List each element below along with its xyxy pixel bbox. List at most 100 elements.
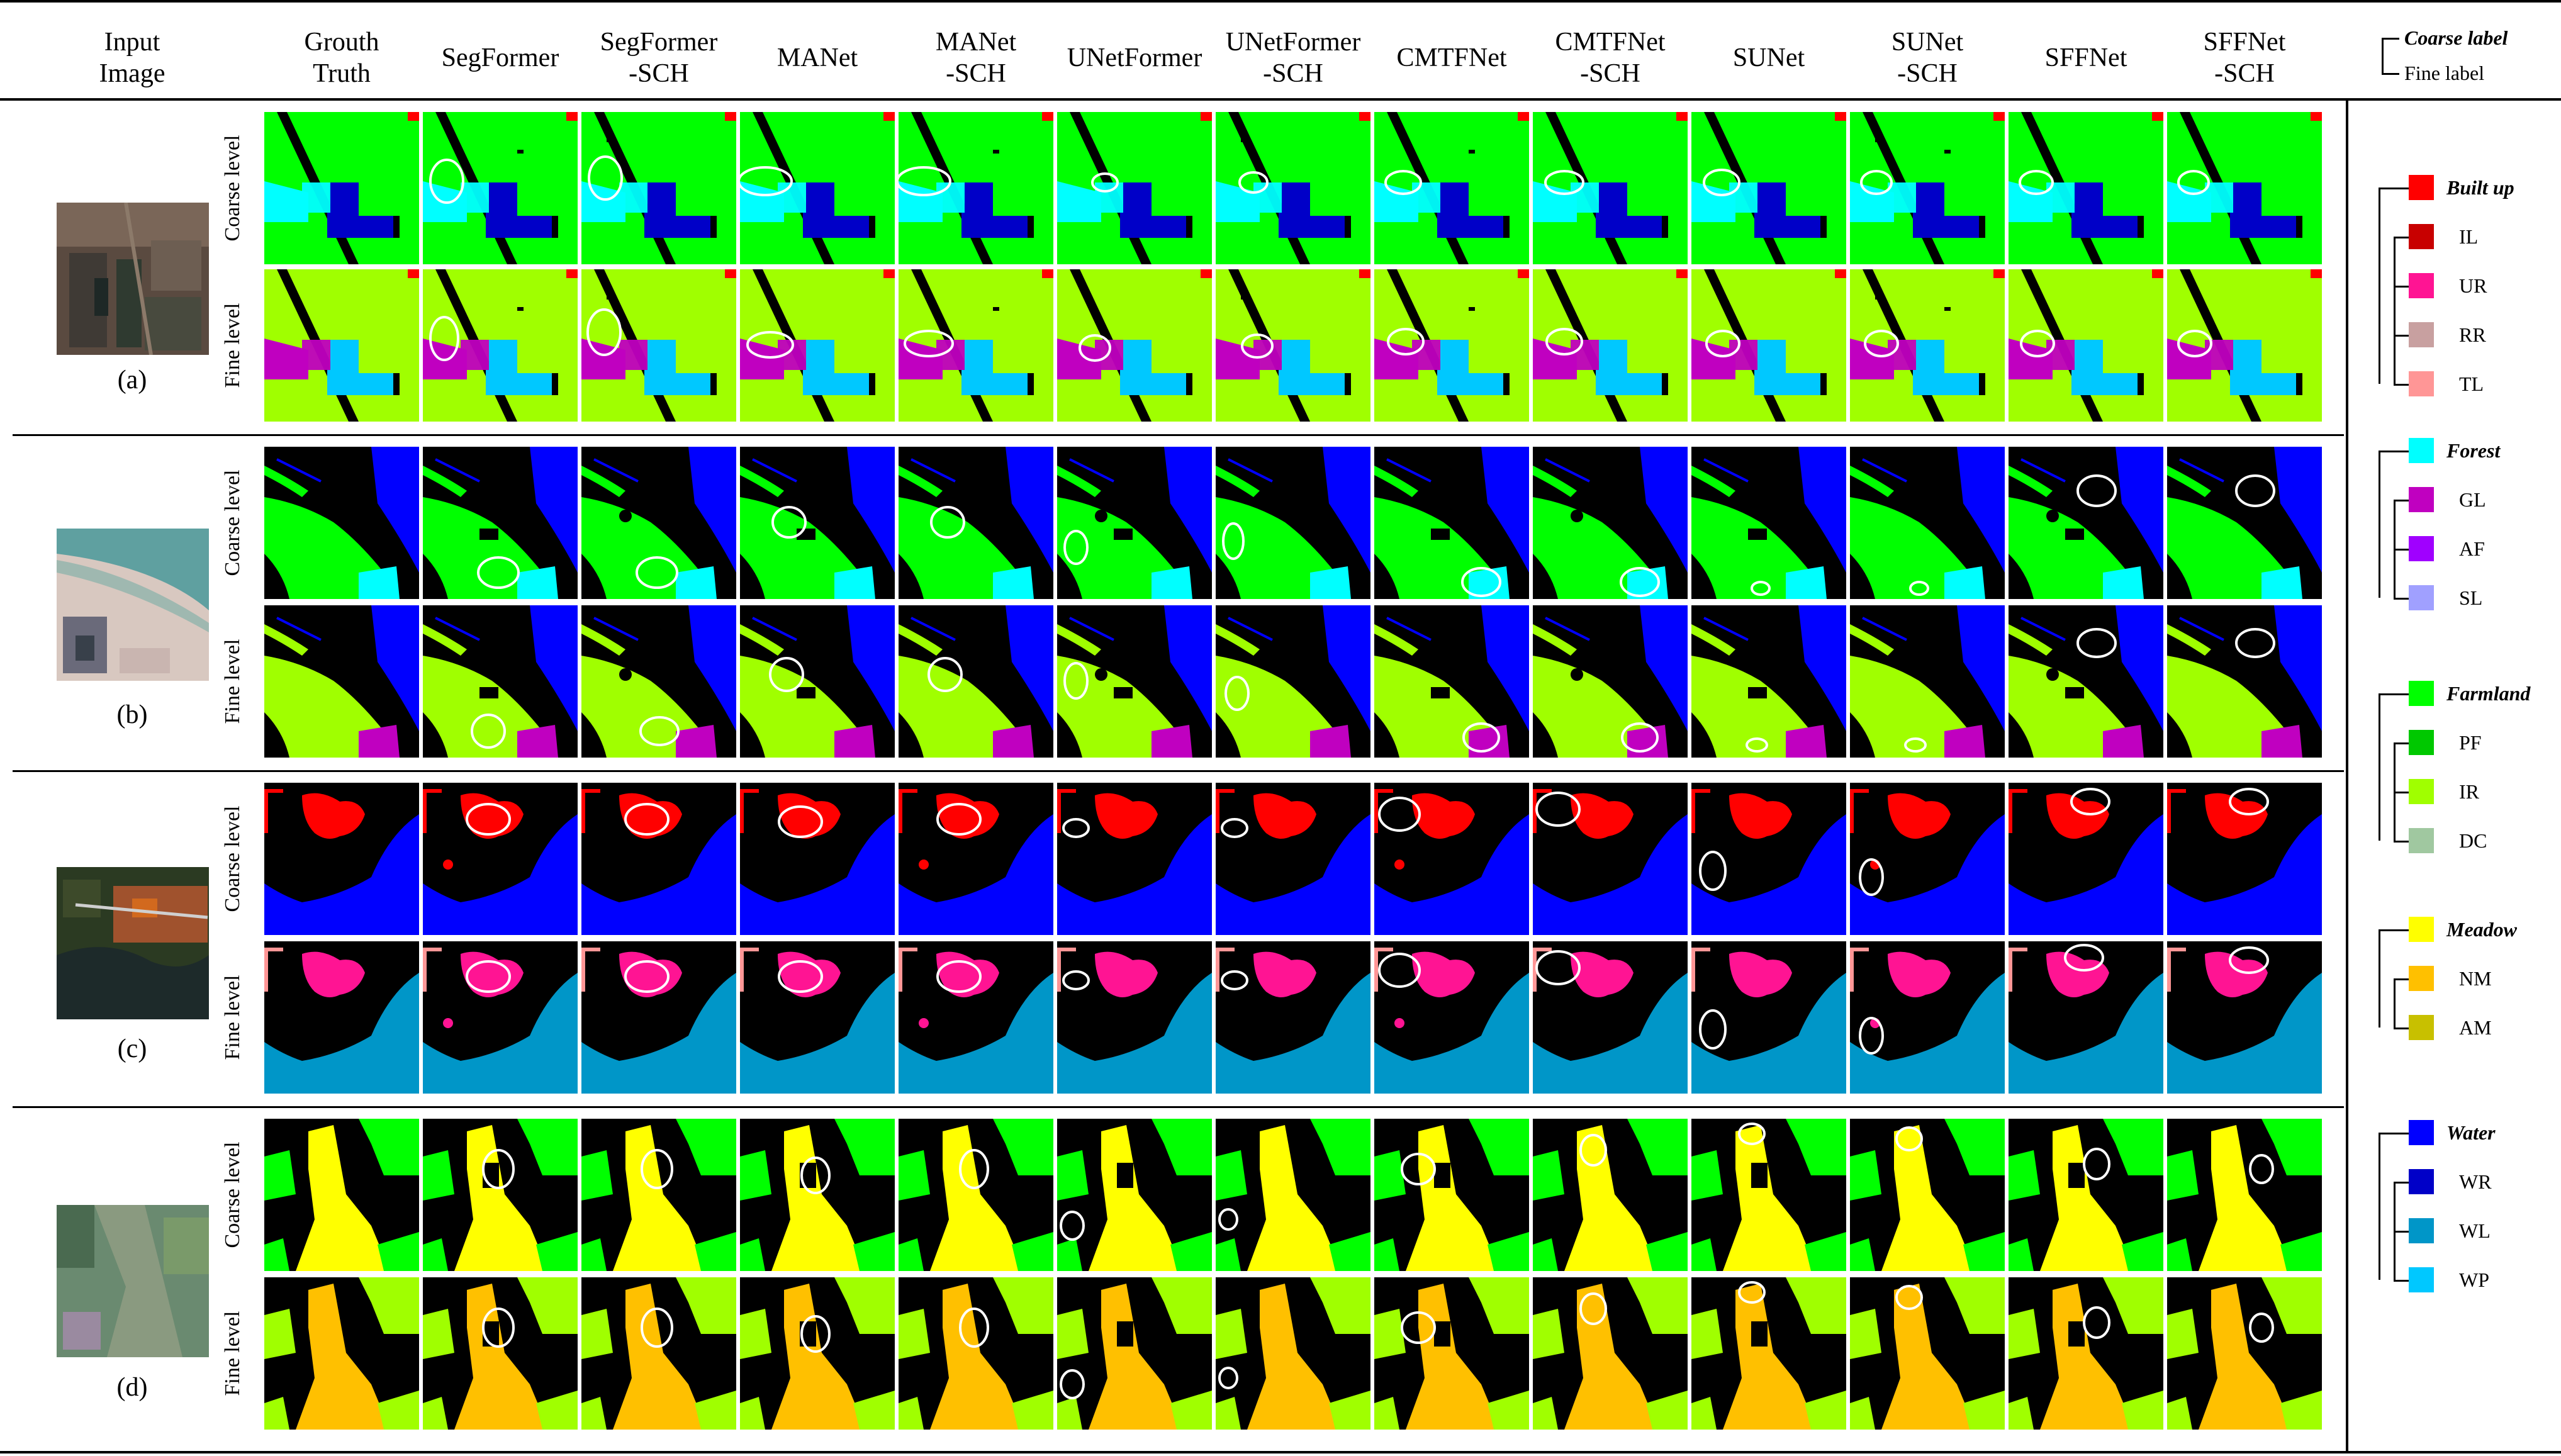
legend-tree-line	[2394, 500, 2409, 501]
legend-key-fine: Fine label	[2404, 62, 2485, 84]
method-header: SFFNet -SCH	[2166, 26, 2323, 89]
segmentation-map	[1533, 1119, 1688, 1271]
highlight-ellipse	[1218, 1367, 1238, 1389]
highlight-ellipse	[2249, 1154, 2274, 1184]
segmentation-map	[740, 269, 895, 422]
segmentation-map	[423, 605, 578, 758]
highlight-ellipse	[936, 803, 982, 836]
highlight-ellipse	[2249, 1313, 2274, 1343]
segmentation-map	[423, 447, 578, 599]
segmentation-map	[264, 1277, 419, 1430]
highlight-ellipse	[1751, 581, 1771, 596]
input-image-d	[57, 1205, 209, 1357]
header-line: SegFormer	[600, 28, 718, 57]
segmentation-map	[1374, 269, 1529, 422]
segmentation-map	[423, 941, 578, 1094]
segmentation-map	[264, 1119, 419, 1271]
highlight-ellipse	[2070, 788, 2110, 815]
legend-key-coarse: Coarse label	[2404, 26, 2508, 49]
segmentation-map	[2009, 1119, 2163, 1271]
segmentation-map	[1057, 1119, 1212, 1271]
highlight-ellipse	[1222, 522, 1245, 560]
highlight-ellipse	[1378, 953, 1421, 988]
legend-tree-line	[2379, 1133, 2380, 1280]
highlight-ellipse	[2064, 944, 2104, 972]
header-line: -SCH	[1263, 59, 1323, 88]
level-label-fine: Fine level	[221, 1311, 244, 1396]
segmentation-map	[1057, 605, 1212, 758]
segmentation-map	[2167, 1277, 2322, 1430]
segmentation-map	[264, 112, 419, 264]
highlight-ellipse	[586, 308, 622, 356]
highlight-ellipse	[769, 657, 804, 692]
highlight-ellipse	[1909, 581, 1929, 596]
segmentation-map	[1216, 112, 1370, 264]
highlight-ellipse	[1224, 676, 1250, 711]
segmentation-map	[1216, 783, 1370, 935]
method-header: SFFNet	[2007, 42, 2165, 74]
legend-fine-label: PF	[2459, 731, 2482, 754]
segmentation-map	[899, 447, 1053, 599]
segmentation-map	[740, 112, 895, 264]
legend-fine-label: WL	[2459, 1219, 2491, 1242]
method-header: CMTFNet	[1373, 42, 1530, 74]
segmentation-map	[1057, 112, 1212, 264]
legend-tree-line	[2379, 1133, 2409, 1134]
highlight-ellipse	[1062, 970, 1090, 990]
level-label-coarse: Coarse level	[221, 805, 244, 912]
highlight-ellipse	[641, 1149, 673, 1189]
highlight-ellipse	[466, 960, 511, 993]
highlight-ellipse	[904, 330, 954, 357]
legend-swatch-coarse	[2409, 1120, 2434, 1145]
segmentation-map	[1216, 605, 1370, 758]
highlight-ellipse	[1221, 818, 1248, 838]
legend-swatch-coarse	[2409, 438, 2434, 463]
highlight-ellipse	[1579, 1134, 1607, 1167]
legend-key-tree-line	[2382, 73, 2399, 75]
level-label-coarse: Coarse level	[221, 469, 244, 576]
segmentation-map	[2167, 783, 2322, 935]
segmentation-map	[740, 447, 895, 599]
segmentation-map	[1374, 447, 1529, 599]
segmentation-map	[1533, 112, 1688, 264]
segmentation-map	[899, 941, 1053, 1094]
segmentation-map	[1533, 269, 1688, 422]
highlight-ellipse	[2177, 170, 2210, 195]
segmentation-map	[423, 1277, 578, 1430]
segmentation-map	[2009, 1277, 2163, 1430]
segmentation-map	[423, 783, 578, 935]
legend-swatch-coarse	[2409, 175, 2434, 200]
legend-swatch-fine	[2409, 966, 2434, 991]
highlight-ellipse	[2229, 788, 2269, 815]
highlight-ellipse	[899, 166, 951, 196]
legend-tree-line	[2394, 742, 2409, 744]
highlight-ellipse	[1859, 858, 1884, 896]
highlight-ellipse	[2083, 1306, 2110, 1339]
legend-fine-label: WP	[2459, 1268, 2489, 1291]
legend-tree-line	[2394, 237, 2409, 238]
method-header: CMTFNet -SCH	[1532, 26, 1689, 89]
highlight-ellipse	[1387, 328, 1425, 356]
header-line: MANet	[935, 28, 1017, 57]
highlight-ellipse	[1462, 722, 1500, 753]
legend-swatch-fine	[2409, 1218, 2434, 1243]
header-line: CMTFNet	[1555, 28, 1666, 57]
segmentation-map	[1691, 605, 1846, 758]
highlight-ellipse	[936, 960, 982, 993]
highlight-ellipse	[1060, 1369, 1085, 1399]
legend-fine-label: IR	[2459, 780, 2479, 803]
highlight-ellipse	[429, 159, 464, 204]
segmentation-map	[423, 112, 578, 264]
case-label: (a)	[117, 366, 147, 395]
highlight-ellipse	[624, 803, 670, 836]
case-label: (c)	[117, 1034, 147, 1063]
segmentation-map	[1057, 447, 1212, 599]
highlight-ellipse	[2076, 474, 2117, 507]
highlight-ellipse	[1864, 330, 1899, 357]
highlight-ellipse	[1904, 737, 1927, 753]
highlight-ellipse	[2235, 474, 2275, 507]
segmentation-map	[2009, 941, 2163, 1094]
segmentation-map	[899, 605, 1053, 758]
segmentation-map	[1850, 605, 2005, 758]
highlight-ellipse	[771, 506, 807, 539]
